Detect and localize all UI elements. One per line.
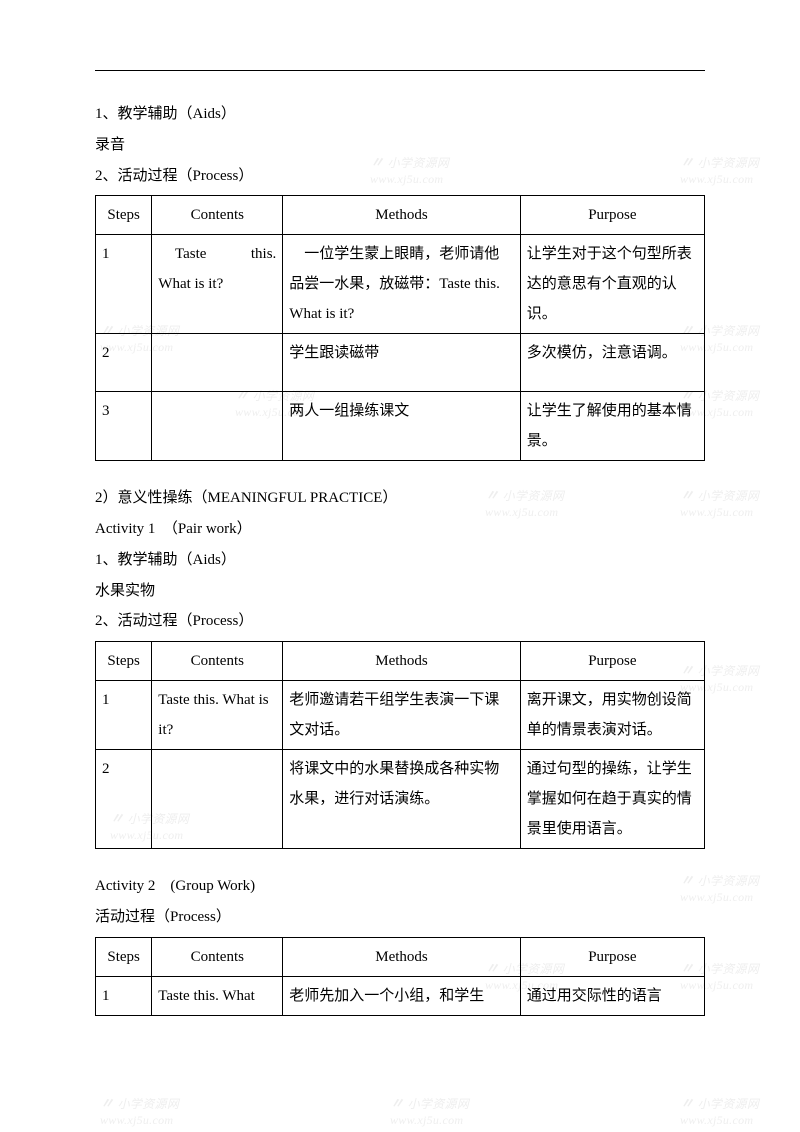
col-methods: Methods xyxy=(283,196,520,235)
process-heading-2: 2、活动过程（Process） xyxy=(95,606,705,637)
col-contents: Contents xyxy=(152,937,283,976)
aids-heading-1: 1、教学辅助（Aids） xyxy=(95,99,705,130)
table-row: 1 Taste this. What is it? 一位学生蒙上眼睛，老师请他品… xyxy=(96,235,705,334)
col-steps: Steps xyxy=(96,642,152,681)
cell-methods: 老师邀请若干组学生表演一下课文对话。 xyxy=(283,681,520,750)
watermark: 〃 小学资源网www.xj5u.com xyxy=(390,1093,469,1128)
col-methods: Methods xyxy=(283,937,520,976)
col-purpose: Purpose xyxy=(520,937,704,976)
cell-methods: 一位学生蒙上眼睛，老师请他品尝一水果，放磁带：Taste this. What … xyxy=(283,235,520,334)
cell-contents xyxy=(152,334,283,392)
cell-steps: 1 xyxy=(96,235,152,334)
cell-steps: 1 xyxy=(96,681,152,750)
aids-text-2: 水果实物 xyxy=(95,576,705,607)
cell-steps: 1 xyxy=(96,976,152,1015)
cell-contents: Taste this. What is it? xyxy=(152,681,283,750)
cell-purpose: 通过句型的操练，让学生掌握如何在趋于真实的情景里使用语言。 xyxy=(520,750,704,849)
table-row: 2 将课文中的水果替换成各种实物水果，进行对话演练。 通过句型的操练，让学生掌握… xyxy=(96,750,705,849)
cell-purpose: 通过用交际性的语言 xyxy=(520,976,704,1015)
col-steps: Steps xyxy=(96,937,152,976)
col-methods: Methods xyxy=(283,642,520,681)
table-header-row: Steps Contents Methods Purpose xyxy=(96,937,705,976)
process-table-1: Steps Contents Methods Purpose 1 Taste t… xyxy=(95,195,705,461)
cell-contents xyxy=(152,750,283,849)
cell-purpose: 让学生了解使用的基本情景。 xyxy=(520,392,704,461)
activity-1: Activity 1 （Pair work） xyxy=(95,514,705,545)
cell-steps: 2 xyxy=(96,334,152,392)
watermark: 〃 小学资源网www.xj5u.com xyxy=(680,1093,759,1128)
col-contents: Contents xyxy=(152,642,283,681)
col-contents: Contents xyxy=(152,196,283,235)
table-row: 1 Taste this. What is it? 老师邀请若干组学生表演一下课… xyxy=(96,681,705,750)
table-header-row: Steps Contents Methods Purpose xyxy=(96,642,705,681)
cell-steps: 2 xyxy=(96,750,152,849)
col-purpose: Purpose xyxy=(520,196,704,235)
table-row: 2 学生跟读磁带 多次模仿，注意语调。 xyxy=(96,334,705,392)
cell-methods: 老师先加入一个小组，和学生 xyxy=(283,976,520,1015)
aids-heading-2: 1、教学辅助（Aids） xyxy=(95,545,705,576)
col-purpose: Purpose xyxy=(520,642,704,681)
table-row: 1 Taste this. What 老师先加入一个小组，和学生 通过用交际性的… xyxy=(96,976,705,1015)
section2-title: 2）意义性操练（MEANINGFUL PRACTICE） xyxy=(95,483,705,514)
process-table-3: Steps Contents Methods Purpose 1 Taste t… xyxy=(95,937,705,1016)
cell-methods: 学生跟读磁带 xyxy=(283,334,520,392)
watermark: 〃 小学资源网www.xj5u.com xyxy=(100,1093,179,1128)
cell-contents xyxy=(152,392,283,461)
table-row: 3 两人一组操练课文 让学生了解使用的基本情景。 xyxy=(96,392,705,461)
process-table-2: Steps Contents Methods Purpose 1 Taste t… xyxy=(95,641,705,849)
cell-purpose: 让学生对于这个句型所表达的意思有个直观的认识。 xyxy=(520,235,704,334)
cell-steps: 3 xyxy=(96,392,152,461)
cell-purpose: 多次模仿，注意语调。 xyxy=(520,334,704,392)
table-header-row: Steps Contents Methods Purpose xyxy=(96,196,705,235)
cell-contents: Taste this. What is it? xyxy=(152,235,283,334)
aids-text-1: 录音 xyxy=(95,130,705,161)
cell-purpose: 离开课文，用实物创设简单的情景表演对话。 xyxy=(520,681,704,750)
activity-2: Activity 2 (Group Work) xyxy=(95,871,705,902)
cell-methods: 将课文中的水果替换成各种实物水果，进行对话演练。 xyxy=(283,750,520,849)
top-rule xyxy=(95,70,705,71)
process-heading-3: 活动过程（Process） xyxy=(95,902,705,933)
col-steps: Steps xyxy=(96,196,152,235)
cell-contents: Taste this. What xyxy=(152,976,283,1015)
cell-methods: 两人一组操练课文 xyxy=(283,392,520,461)
process-heading-1: 2、活动过程（Process） xyxy=(95,161,705,192)
